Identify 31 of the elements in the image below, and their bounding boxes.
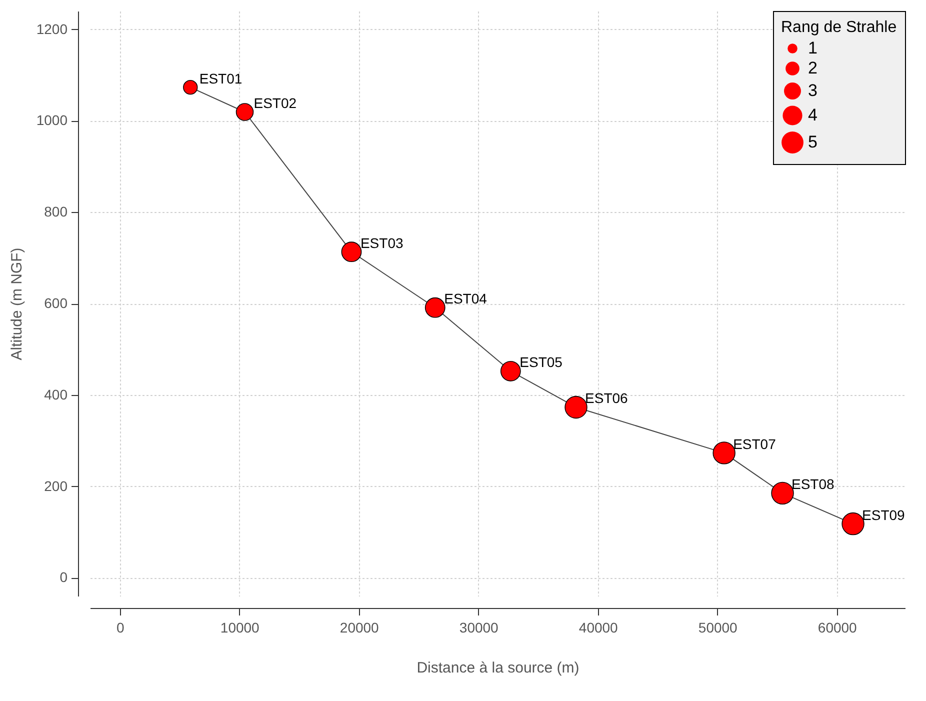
legend-label: 4 (808, 106, 818, 124)
annotation: EST01 (199, 70, 242, 86)
legend-label: 3 (808, 81, 818, 100)
annotation: EST08 (792, 476, 835, 492)
legend-title: Rang de Strahle (781, 19, 897, 36)
annotation: EST04 (444, 290, 488, 307)
x-tick-label: 50000 (698, 620, 738, 636)
y-tick-label: 1000 (36, 112, 68, 128)
x-tick-label: 0 (116, 620, 124, 636)
legend-label: 2 (808, 58, 818, 78)
y-tick-label: 0 (60, 569, 68, 586)
legend-label: 1 (808, 38, 818, 58)
y-tick-label: 600 (44, 295, 68, 311)
annotation: EST02 (254, 95, 297, 112)
legend-label: 5 (808, 132, 818, 152)
x-axis-title: Distance à la source (m) (416, 660, 580, 676)
x-tick-label: 60000 (818, 620, 858, 636)
annotation: EST06 (585, 390, 628, 406)
x-tick-label: 10000 (220, 620, 260, 636)
annotation: EST07 (733, 436, 776, 452)
y-tick-label: 1200 (36, 20, 68, 37)
x-tick-label: 30000 (459, 620, 499, 636)
x-tick-label: 40000 (578, 620, 618, 636)
x-tick-label: 20000 (340, 620, 380, 636)
y-axis-title: Altitude (m NGF) (8, 248, 26, 360)
y-tick-label: 200 (44, 478, 68, 494)
y-tick-label: 800 (44, 204, 68, 220)
annotation: EST09 (862, 506, 906, 523)
y-tick-label: 400 (44, 386, 68, 402)
annotation: EST05 (520, 354, 563, 370)
annotation: EST03 (360, 234, 404, 251)
